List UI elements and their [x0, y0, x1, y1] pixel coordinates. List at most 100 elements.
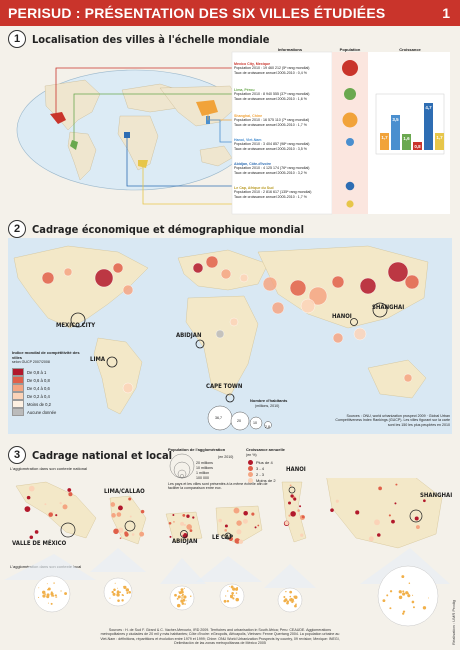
local-dot	[402, 592, 406, 596]
local-dot	[176, 597, 179, 600]
city-dot	[94, 268, 114, 288]
local-dot	[295, 603, 297, 606]
local-maps	[4, 548, 450, 627]
national-dot	[391, 519, 395, 524]
growth-legend-title: Croissance annuelle	[246, 447, 285, 452]
national-dot	[355, 510, 360, 515]
shanghai-circle	[372, 302, 388, 318]
local-dot	[64, 592, 68, 596]
growth-legend-row: 2 - 3	[248, 471, 276, 477]
label-hanoi: HANOI	[332, 313, 352, 320]
capetown-circle	[225, 393, 235, 403]
local-dot	[183, 600, 185, 602]
label-abidjan-local: ABIDJAN	[172, 538, 198, 545]
national-dot	[242, 518, 248, 524]
pop-legend-title: Population de l'agglomération	[168, 447, 226, 452]
local-dot	[181, 595, 184, 597]
national-dot	[67, 488, 72, 492]
local-dot	[117, 599, 120, 602]
national-dots	[24, 483, 426, 544]
legend-swatch	[12, 392, 24, 400]
city-dots	[41, 255, 420, 394]
map-australia	[367, 359, 427, 399]
national-dot	[414, 516, 419, 521]
national-dot	[128, 497, 132, 501]
national-dot	[288, 514, 291, 517]
local-dot	[286, 601, 289, 605]
local-dot	[184, 603, 186, 605]
local-dot	[290, 598, 293, 600]
growth-legend-row: Moins de 2	[248, 477, 276, 483]
national-dot	[394, 502, 397, 505]
city-dot	[271, 301, 285, 315]
local-dot	[38, 596, 40, 598]
national-dot	[228, 536, 233, 541]
national-dot	[111, 513, 116, 518]
page-number: 1	[442, 5, 450, 21]
national-dot	[169, 535, 172, 538]
local-dot	[402, 610, 406, 613]
size-value-3: 10	[253, 421, 257, 425]
local-dot	[235, 597, 240, 602]
national-dot	[290, 511, 296, 517]
size-legend-title: Nombre d'habitants	[250, 398, 288, 403]
national-dot	[139, 531, 145, 537]
national-dot	[140, 509, 145, 514]
local-dot	[56, 596, 58, 598]
label-shanghai-local: SHANGHAI	[420, 492, 453, 499]
growth-legend-swatch	[248, 459, 253, 465]
label-cape-town: CAPE TOWN	[206, 383, 243, 390]
local-dot	[47, 587, 51, 591]
local-dot	[428, 597, 429, 599]
national-dot	[182, 513, 186, 517]
local-dot	[230, 595, 232, 597]
city-dot	[192, 262, 204, 274]
growth-bar-label: 1,7	[381, 135, 388, 140]
pop-circle-abidjan	[345, 181, 355, 191]
pop-value-1: 20 millions	[196, 461, 213, 465]
growth-bar	[435, 133, 444, 150]
local-dot	[46, 583, 48, 585]
local-dot	[113, 588, 116, 592]
national-dot	[192, 516, 195, 519]
size-value-4: 2,8	[265, 425, 270, 429]
local-dot	[44, 593, 47, 595]
national-dot	[48, 512, 53, 517]
local-dot	[234, 595, 236, 597]
pop-circle-shanghai	[342, 112, 358, 128]
local-dot	[174, 593, 177, 597]
national-dot	[129, 515, 132, 518]
local-dot	[407, 594, 411, 598]
city-dot	[205, 255, 219, 269]
national-dot	[301, 515, 305, 519]
local-dot	[60, 590, 62, 592]
local-dot	[42, 590, 46, 595]
info-abidjan: Abidjan, Côte-d'Ivoire Population 2010 :…	[234, 162, 310, 175]
national-dot	[423, 499, 426, 503]
section-1-number: 1	[8, 30, 26, 48]
local-dot	[284, 598, 288, 602]
local-dot	[122, 585, 124, 587]
local-dot	[386, 594, 389, 597]
local-dot	[400, 596, 402, 598]
growth-bar-label: 0,8	[414, 144, 421, 149]
peru-highlight	[70, 140, 78, 150]
map-asia	[257, 245, 429, 329]
pop-value-4: 100 000	[196, 476, 209, 480]
pop-legend-circles	[169, 453, 195, 479]
local-dot	[183, 587, 185, 589]
legend-label: De 0,4 à 0,6	[27, 385, 50, 391]
national-dot	[299, 505, 302, 508]
city-dot	[387, 261, 409, 283]
local-dot	[116, 593, 120, 597]
national-dot	[28, 485, 35, 492]
national-dot	[289, 484, 292, 487]
national-dot	[236, 520, 242, 526]
national-dot	[183, 523, 186, 527]
local-dot	[50, 602, 53, 605]
local-dot	[226, 600, 230, 603]
city-dot	[332, 332, 344, 344]
legend-row: Aucune donnée	[12, 408, 56, 416]
national-dot	[377, 533, 381, 537]
legend-row: De 0,2 à 0,4	[12, 392, 56, 400]
